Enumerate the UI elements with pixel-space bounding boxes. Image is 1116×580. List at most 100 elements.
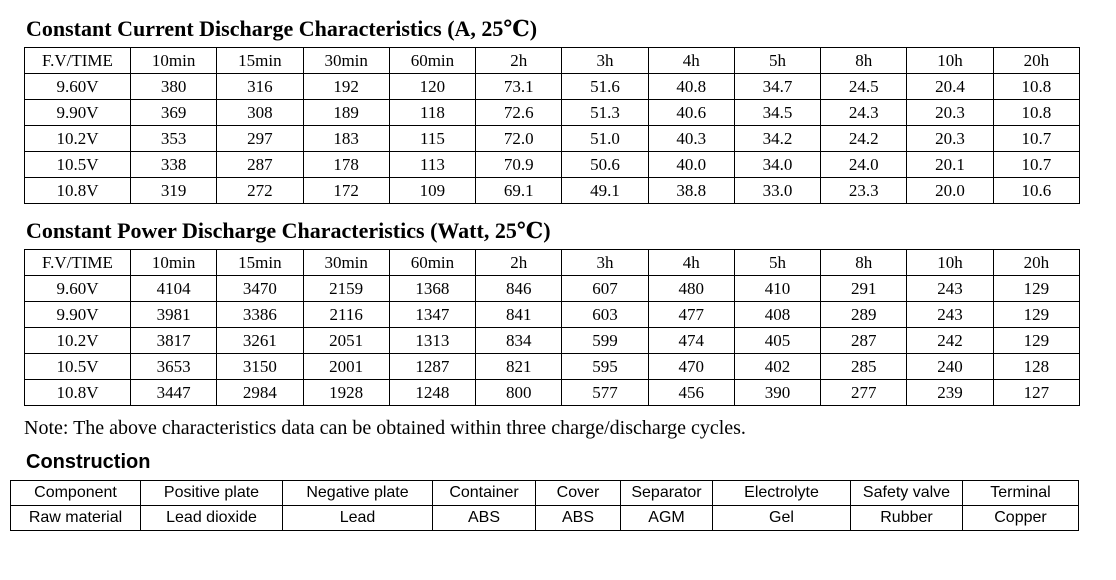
table-cell: Lead dioxide [140, 505, 283, 531]
table-cell: 287 [216, 151, 304, 178]
table-cell: 24.3 [820, 99, 908, 126]
table-cell: 120 [388, 73, 477, 100]
table-cell: 800 [475, 379, 563, 406]
table-cell: 192 [302, 73, 390, 100]
column-header: 10min [129, 47, 218, 74]
table-cell: 841 [475, 301, 563, 328]
table-cell: 34.5 [733, 99, 822, 126]
table-cell: 51.0 [561, 125, 649, 152]
table-cell: 129 [992, 301, 1081, 328]
table-cell: 109 [388, 177, 477, 204]
table-cell: 3817 [129, 327, 218, 354]
table-cell: 474 [647, 327, 735, 354]
table-cell: 50.6 [561, 151, 649, 178]
table-cell: 40.3 [647, 125, 735, 152]
table-cell: 369 [129, 99, 218, 126]
table-cell: 20.1 [906, 151, 994, 178]
table-cell: 189 [302, 99, 390, 126]
column-header: 3h [561, 249, 649, 276]
table-cell: 243 [906, 301, 994, 328]
table-cell: 72.0 [475, 125, 563, 152]
table-cell: Gel [712, 505, 851, 531]
table-cell: 127 [992, 379, 1081, 406]
table-cell: 316 [216, 73, 304, 100]
row-header: 9.60V [24, 275, 131, 302]
table-cell: 402 [733, 353, 822, 380]
column-header: 8h [820, 47, 908, 74]
table-row: 10.2V 353 297 183 115 72.0 51.0 40.3 34.2 24.2 20.… [24, 125, 1081, 152]
column-header: 15min [216, 47, 304, 74]
table-cell: 1313 [388, 327, 477, 354]
column-header: 60min [388, 249, 477, 276]
table-cell: 821 [475, 353, 563, 380]
table-cell: 287 [820, 327, 908, 354]
table-cell: 405 [733, 327, 822, 354]
table-cell: 24.0 [820, 151, 908, 178]
table-cell: 69.1 [475, 177, 563, 204]
table-cell: Electrolyte [712, 480, 851, 506]
table-cell: 40.0 [647, 151, 735, 178]
power-discharge-table: F.V/TIME 10min 15min 30min 60min 2h 3h 4h 5h 8h 10… [24, 249, 1081, 406]
table-cell: 390 [733, 379, 822, 406]
table-row: 10.5V 3653 3150 2001 1287 821 595 470 402 285 240 1… [24, 353, 1081, 380]
table-row: 9.60V 4104 3470 2159 1368 846 607 480 410 291 243 1… [24, 275, 1081, 302]
column-header: 4h [647, 47, 735, 74]
table-cell: Container [432, 480, 536, 506]
table-cell: 477 [647, 301, 735, 328]
table-cell: 240 [906, 353, 994, 380]
table-cell: 2001 [302, 353, 390, 380]
table-cell: 2159 [302, 275, 390, 302]
column-header: 4h [647, 249, 735, 276]
table-cell: 456 [647, 379, 735, 406]
table-row: 10.5V 338 287 178 113 70.9 50.6 40.0 34.0 24.0 20.… [24, 151, 1081, 178]
table-cell: 289 [820, 301, 908, 328]
table-cell: Negative plate [282, 480, 433, 506]
row-header: 10.5V [24, 353, 131, 380]
column-header: 2h [475, 249, 563, 276]
column-header: 20h [992, 47, 1081, 74]
row-header: Raw material [10, 505, 141, 531]
table-cell: 24.5 [820, 73, 908, 100]
row-header: 10.5V [24, 151, 131, 178]
table-cell: 20.4 [906, 73, 994, 100]
table-cell: Safety valve [850, 480, 963, 506]
table-cell: 1347 [388, 301, 477, 328]
table-cell: 607 [561, 275, 649, 302]
table-row: 9.90V 369 308 189 118 72.6 51.3 40.6 34.5 24.3 20.… [24, 99, 1081, 126]
table-cell: 129 [992, 275, 1081, 302]
table-cell: 34.2 [733, 125, 822, 152]
table-cell: 3447 [129, 379, 218, 406]
table-cell: 129 [992, 327, 1081, 354]
table-cell: ABS [432, 505, 536, 531]
table-row: 9.90V 3981 3386 2116 1347 841 603 477 408 289 243 1… [24, 301, 1081, 328]
table-cell: 2984 [216, 379, 304, 406]
row-header: 10.2V [24, 125, 131, 152]
table-cell: 239 [906, 379, 994, 406]
table-cell: 40.8 [647, 73, 735, 100]
table-cell: 10.8 [992, 73, 1081, 100]
column-header: 5h [733, 47, 822, 74]
column-header: 20h [992, 249, 1081, 276]
table-cell: 10.8 [992, 99, 1081, 126]
table-cell: 308 [216, 99, 304, 126]
table-cell: 410 [733, 275, 822, 302]
table-cell: 470 [647, 353, 735, 380]
table-cell: 20.3 [906, 125, 994, 152]
construction-heading: Construction [26, 451, 151, 473]
row-header: 9.90V [24, 301, 131, 328]
column-header: 30min [302, 249, 390, 276]
table-cell: 243 [906, 275, 994, 302]
table-cell: 113 [388, 151, 477, 178]
table-cell: 480 [647, 275, 735, 302]
table-cell: 3150 [216, 353, 304, 380]
table-cell: 178 [302, 151, 390, 178]
row-header: 10.8V [24, 379, 131, 406]
header-row: F.V/TIME 10min 15min 30min 60min 2h 3h 4h 5h 8h 10… [24, 47, 1081, 74]
table-cell: 38.8 [647, 177, 735, 204]
table-cell: 172 [302, 177, 390, 204]
column-header: 2h [475, 47, 563, 74]
table-cell: 34.7 [733, 73, 822, 100]
row-header: 10.8V [24, 177, 131, 204]
table-row: 10.2V 3817 3261 2051 1313 834 599 474 405 287 242 1… [24, 327, 1081, 354]
column-header: 15min [216, 249, 304, 276]
